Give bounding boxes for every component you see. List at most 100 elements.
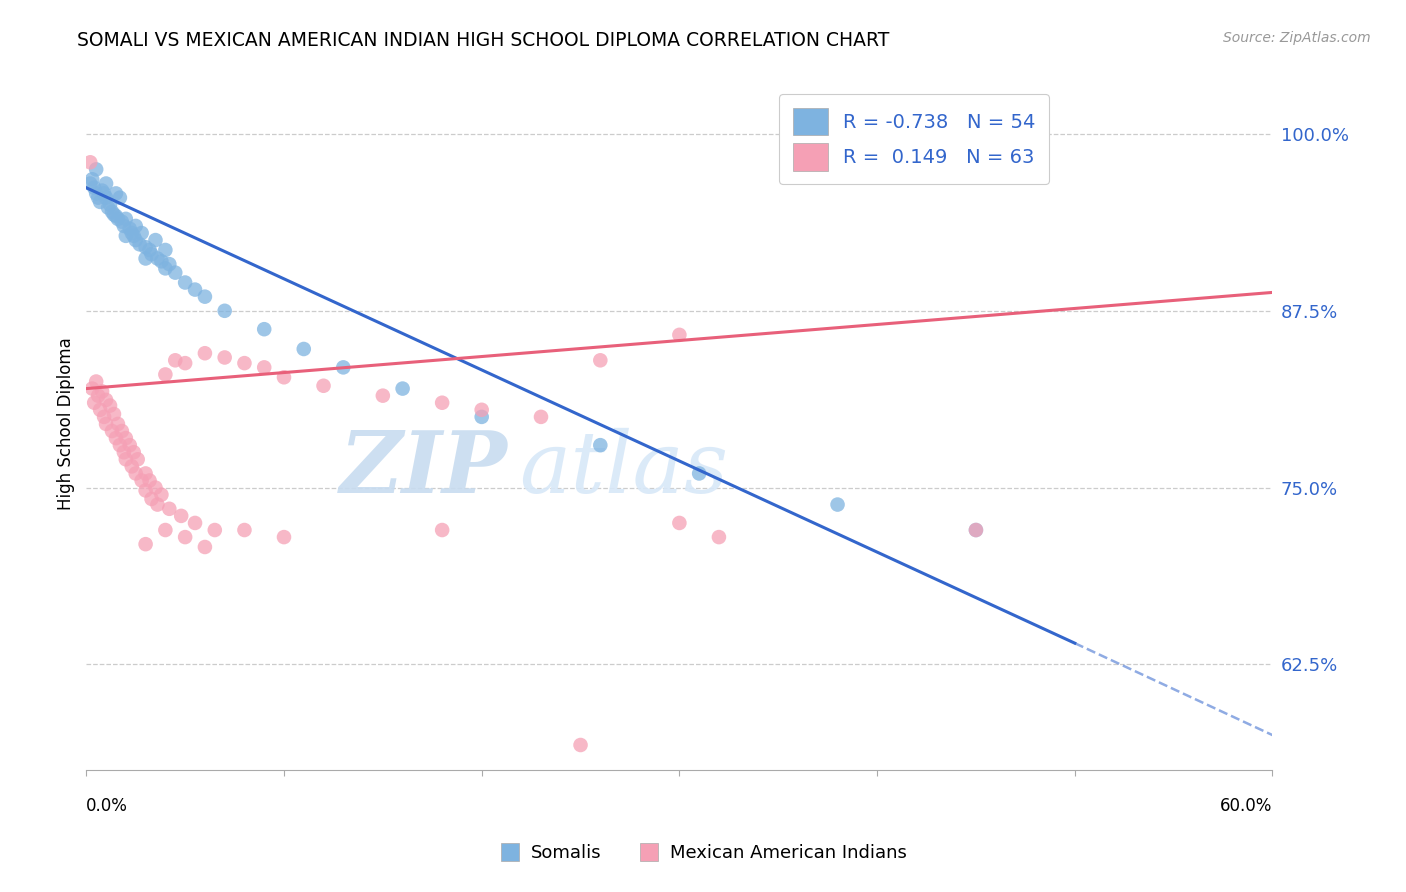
Point	[127, 452, 149, 467]
Point	[91, 184, 114, 198]
Point	[569, 738, 592, 752]
Point	[103, 208, 125, 222]
Point	[97, 201, 120, 215]
Point	[145, 233, 167, 247]
Point	[114, 211, 136, 226]
Point	[530, 409, 553, 424]
Point	[107, 417, 129, 431]
Point	[79, 177, 101, 191]
Point	[391, 382, 413, 396]
Point	[371, 389, 394, 403]
Point	[118, 221, 141, 235]
Point	[103, 407, 125, 421]
Point	[135, 240, 157, 254]
Point	[273, 530, 295, 544]
Point	[101, 204, 124, 219]
Point	[108, 438, 131, 452]
Point	[174, 530, 197, 544]
Text: atlas: atlas	[519, 427, 728, 510]
Point	[141, 247, 163, 261]
Point	[214, 351, 236, 365]
Point	[131, 474, 153, 488]
Point	[89, 402, 111, 417]
Point	[150, 488, 173, 502]
Point	[135, 252, 157, 266]
Point	[101, 424, 124, 438]
Point	[430, 395, 453, 409]
Point	[83, 180, 105, 194]
Point	[184, 516, 207, 530]
Point	[471, 402, 494, 417]
Point	[89, 194, 111, 209]
Point	[184, 283, 207, 297]
Point	[155, 368, 177, 382]
Point	[87, 191, 110, 205]
Point	[121, 459, 143, 474]
Point	[430, 523, 453, 537]
Point	[145, 481, 167, 495]
Legend: R = -0.738   N = 54, R =  0.149   N = 63: R = -0.738 N = 54, R = 0.149 N = 63	[779, 94, 1049, 184]
Point	[157, 257, 180, 271]
Point	[94, 177, 117, 191]
Point	[114, 228, 136, 243]
Point	[112, 219, 135, 233]
Point	[108, 191, 131, 205]
Point	[98, 399, 121, 413]
Point	[131, 226, 153, 240]
Point	[174, 276, 197, 290]
Point	[150, 254, 173, 268]
Text: SOMALI VS MEXICAN AMERICAN INDIAN HIGH SCHOOL DIPLOMA CORRELATION CHART: SOMALI VS MEXICAN AMERICAN INDIAN HIGH S…	[77, 31, 890, 50]
Point	[135, 537, 157, 551]
Point	[155, 243, 177, 257]
Point	[104, 186, 127, 201]
Point	[253, 322, 276, 336]
Legend: Somalis, Mexican American Indians: Somalis, Mexican American Indians	[492, 838, 914, 870]
Point	[135, 483, 157, 498]
Point	[170, 508, 193, 523]
Point	[104, 431, 127, 445]
Point	[112, 445, 135, 459]
Point	[138, 243, 160, 257]
Point	[114, 452, 136, 467]
Point	[965, 523, 987, 537]
Point	[233, 356, 256, 370]
Point	[84, 162, 107, 177]
Point	[135, 467, 157, 481]
Point	[138, 474, 160, 488]
Point	[471, 409, 494, 424]
Point	[79, 155, 101, 169]
Point	[82, 172, 104, 186]
Point	[107, 211, 129, 226]
Point	[94, 417, 117, 431]
Point	[965, 523, 987, 537]
Point	[332, 360, 354, 375]
Point	[589, 438, 612, 452]
Point	[94, 392, 117, 407]
Point	[194, 540, 217, 554]
Point	[668, 327, 690, 342]
Point	[157, 501, 180, 516]
Point	[94, 191, 117, 205]
Point	[668, 516, 690, 530]
Point	[125, 219, 148, 233]
Point	[93, 409, 115, 424]
Point	[174, 356, 197, 370]
Text: Source: ZipAtlas.com: Source: ZipAtlas.com	[1223, 31, 1371, 45]
Point	[84, 186, 107, 201]
Point	[111, 215, 134, 229]
Point	[87, 389, 110, 403]
Point	[118, 438, 141, 452]
Point	[121, 226, 143, 240]
Text: ZIP: ZIP	[339, 427, 508, 511]
Point	[104, 209, 127, 223]
Point	[114, 431, 136, 445]
Point	[155, 523, 177, 537]
Text: 60.0%: 60.0%	[1220, 797, 1272, 814]
Point	[93, 186, 115, 201]
Point	[155, 261, 177, 276]
Point	[194, 290, 217, 304]
Point	[253, 360, 276, 375]
Point	[83, 395, 105, 409]
Point	[707, 530, 730, 544]
Point	[141, 491, 163, 506]
